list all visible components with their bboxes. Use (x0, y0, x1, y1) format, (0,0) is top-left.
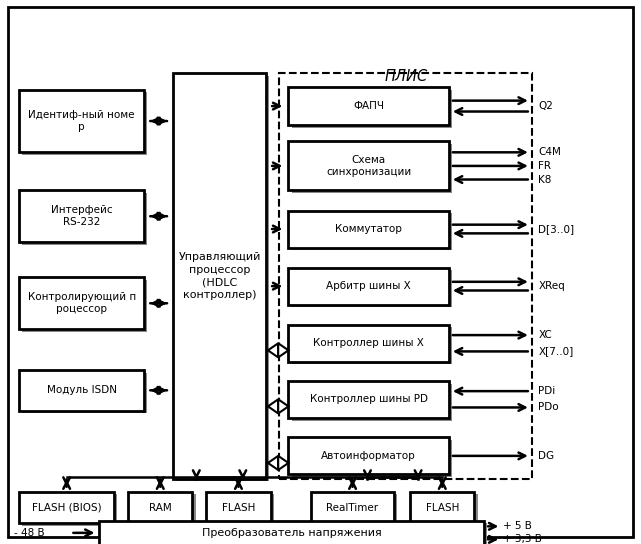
Text: Q2: Q2 (538, 101, 553, 111)
Polygon shape (278, 343, 288, 357)
Bar (128, 492, 192, 523)
Text: Автоинформатор: Автоинформатор (321, 451, 416, 461)
Bar (206, 492, 271, 523)
Text: + 5 В: + 5 В (503, 521, 532, 531)
Text: K8: K8 (538, 175, 552, 184)
Text: ПЛИС: ПЛИС (384, 69, 428, 84)
Text: PDi: PDi (538, 386, 556, 396)
Text: ФАПЧ: ФАПЧ (353, 101, 384, 111)
Text: + 3,3 В: + 3,3 В (503, 534, 542, 544)
Bar (19, 370, 144, 411)
Text: Схема
синхронизации: Схема синхронизации (326, 154, 411, 177)
Bar (288, 381, 449, 418)
Text: PDo: PDo (538, 403, 559, 412)
Text: XC: XC (538, 330, 552, 340)
Bar (288, 325, 449, 362)
Bar (19, 90, 144, 152)
Polygon shape (278, 399, 288, 413)
Polygon shape (268, 456, 278, 470)
Text: Управляющий
процессор
(HDLC
контроллер): Управляющий процессор (HDLC контроллер) (178, 252, 261, 300)
Bar (292, 384, 452, 421)
Bar (103, 523, 487, 544)
Bar (413, 494, 478, 526)
Text: Модуль ISDN: Модуль ISDN (47, 385, 117, 395)
Bar (292, 270, 452, 307)
Bar (210, 494, 274, 526)
Bar (99, 521, 484, 544)
Polygon shape (268, 343, 278, 357)
Bar (288, 87, 449, 125)
Text: FLASH (BIOS): FLASH (BIOS) (32, 503, 101, 512)
Bar (279, 73, 532, 479)
Text: FLASH: FLASH (222, 503, 255, 512)
Bar (176, 76, 269, 481)
Bar (288, 211, 449, 248)
Polygon shape (268, 399, 278, 413)
Bar (288, 268, 449, 305)
Bar (288, 141, 449, 190)
Text: X[7..0]: X[7..0] (538, 347, 574, 356)
Bar (410, 492, 474, 523)
Text: Идентиф-ный номе
р: Идентиф-ный номе р (28, 110, 135, 132)
Bar (311, 492, 394, 523)
Text: DG: DG (538, 451, 554, 461)
Text: Арбитр шины X: Арбитр шины X (326, 281, 411, 291)
Bar (22, 494, 117, 526)
Text: RealTimer: RealTimer (326, 503, 379, 512)
Text: - 48 В: - 48 В (14, 528, 45, 538)
Bar (19, 277, 144, 329)
Bar (19, 492, 114, 523)
Text: Контроллер шины PD: Контроллер шины PD (310, 394, 428, 404)
Bar (22, 373, 147, 413)
Text: XReq: XReq (538, 281, 565, 291)
Polygon shape (278, 456, 288, 470)
Text: Коммутатор: Коммутатор (335, 224, 402, 234)
Text: Контроллер шины X: Контроллер шины X (313, 338, 424, 348)
Bar (22, 92, 147, 155)
Text: FR: FR (538, 161, 551, 171)
Text: Интерфейс
RS-232: Интерфейс RS-232 (51, 205, 113, 227)
Text: Контролирующий п
роцессор: Контролирующий п роцессор (28, 292, 136, 314)
Text: C4M: C4M (538, 147, 562, 157)
Bar (22, 280, 147, 332)
Bar (292, 440, 452, 477)
Bar (292, 90, 452, 128)
Bar (131, 494, 196, 526)
Bar (292, 144, 452, 193)
Bar (292, 327, 452, 364)
Text: D[3..0]: D[3..0] (538, 224, 574, 234)
Bar (292, 213, 452, 250)
Bar (288, 437, 449, 474)
Bar (314, 494, 397, 526)
Bar (19, 190, 144, 242)
Text: RAM: RAM (149, 503, 172, 512)
Text: FLASH: FLASH (426, 503, 459, 512)
Text: Преобразователь напряжения: Преобразователь напряжения (202, 528, 381, 538)
Bar (22, 193, 147, 245)
Bar (173, 73, 266, 479)
